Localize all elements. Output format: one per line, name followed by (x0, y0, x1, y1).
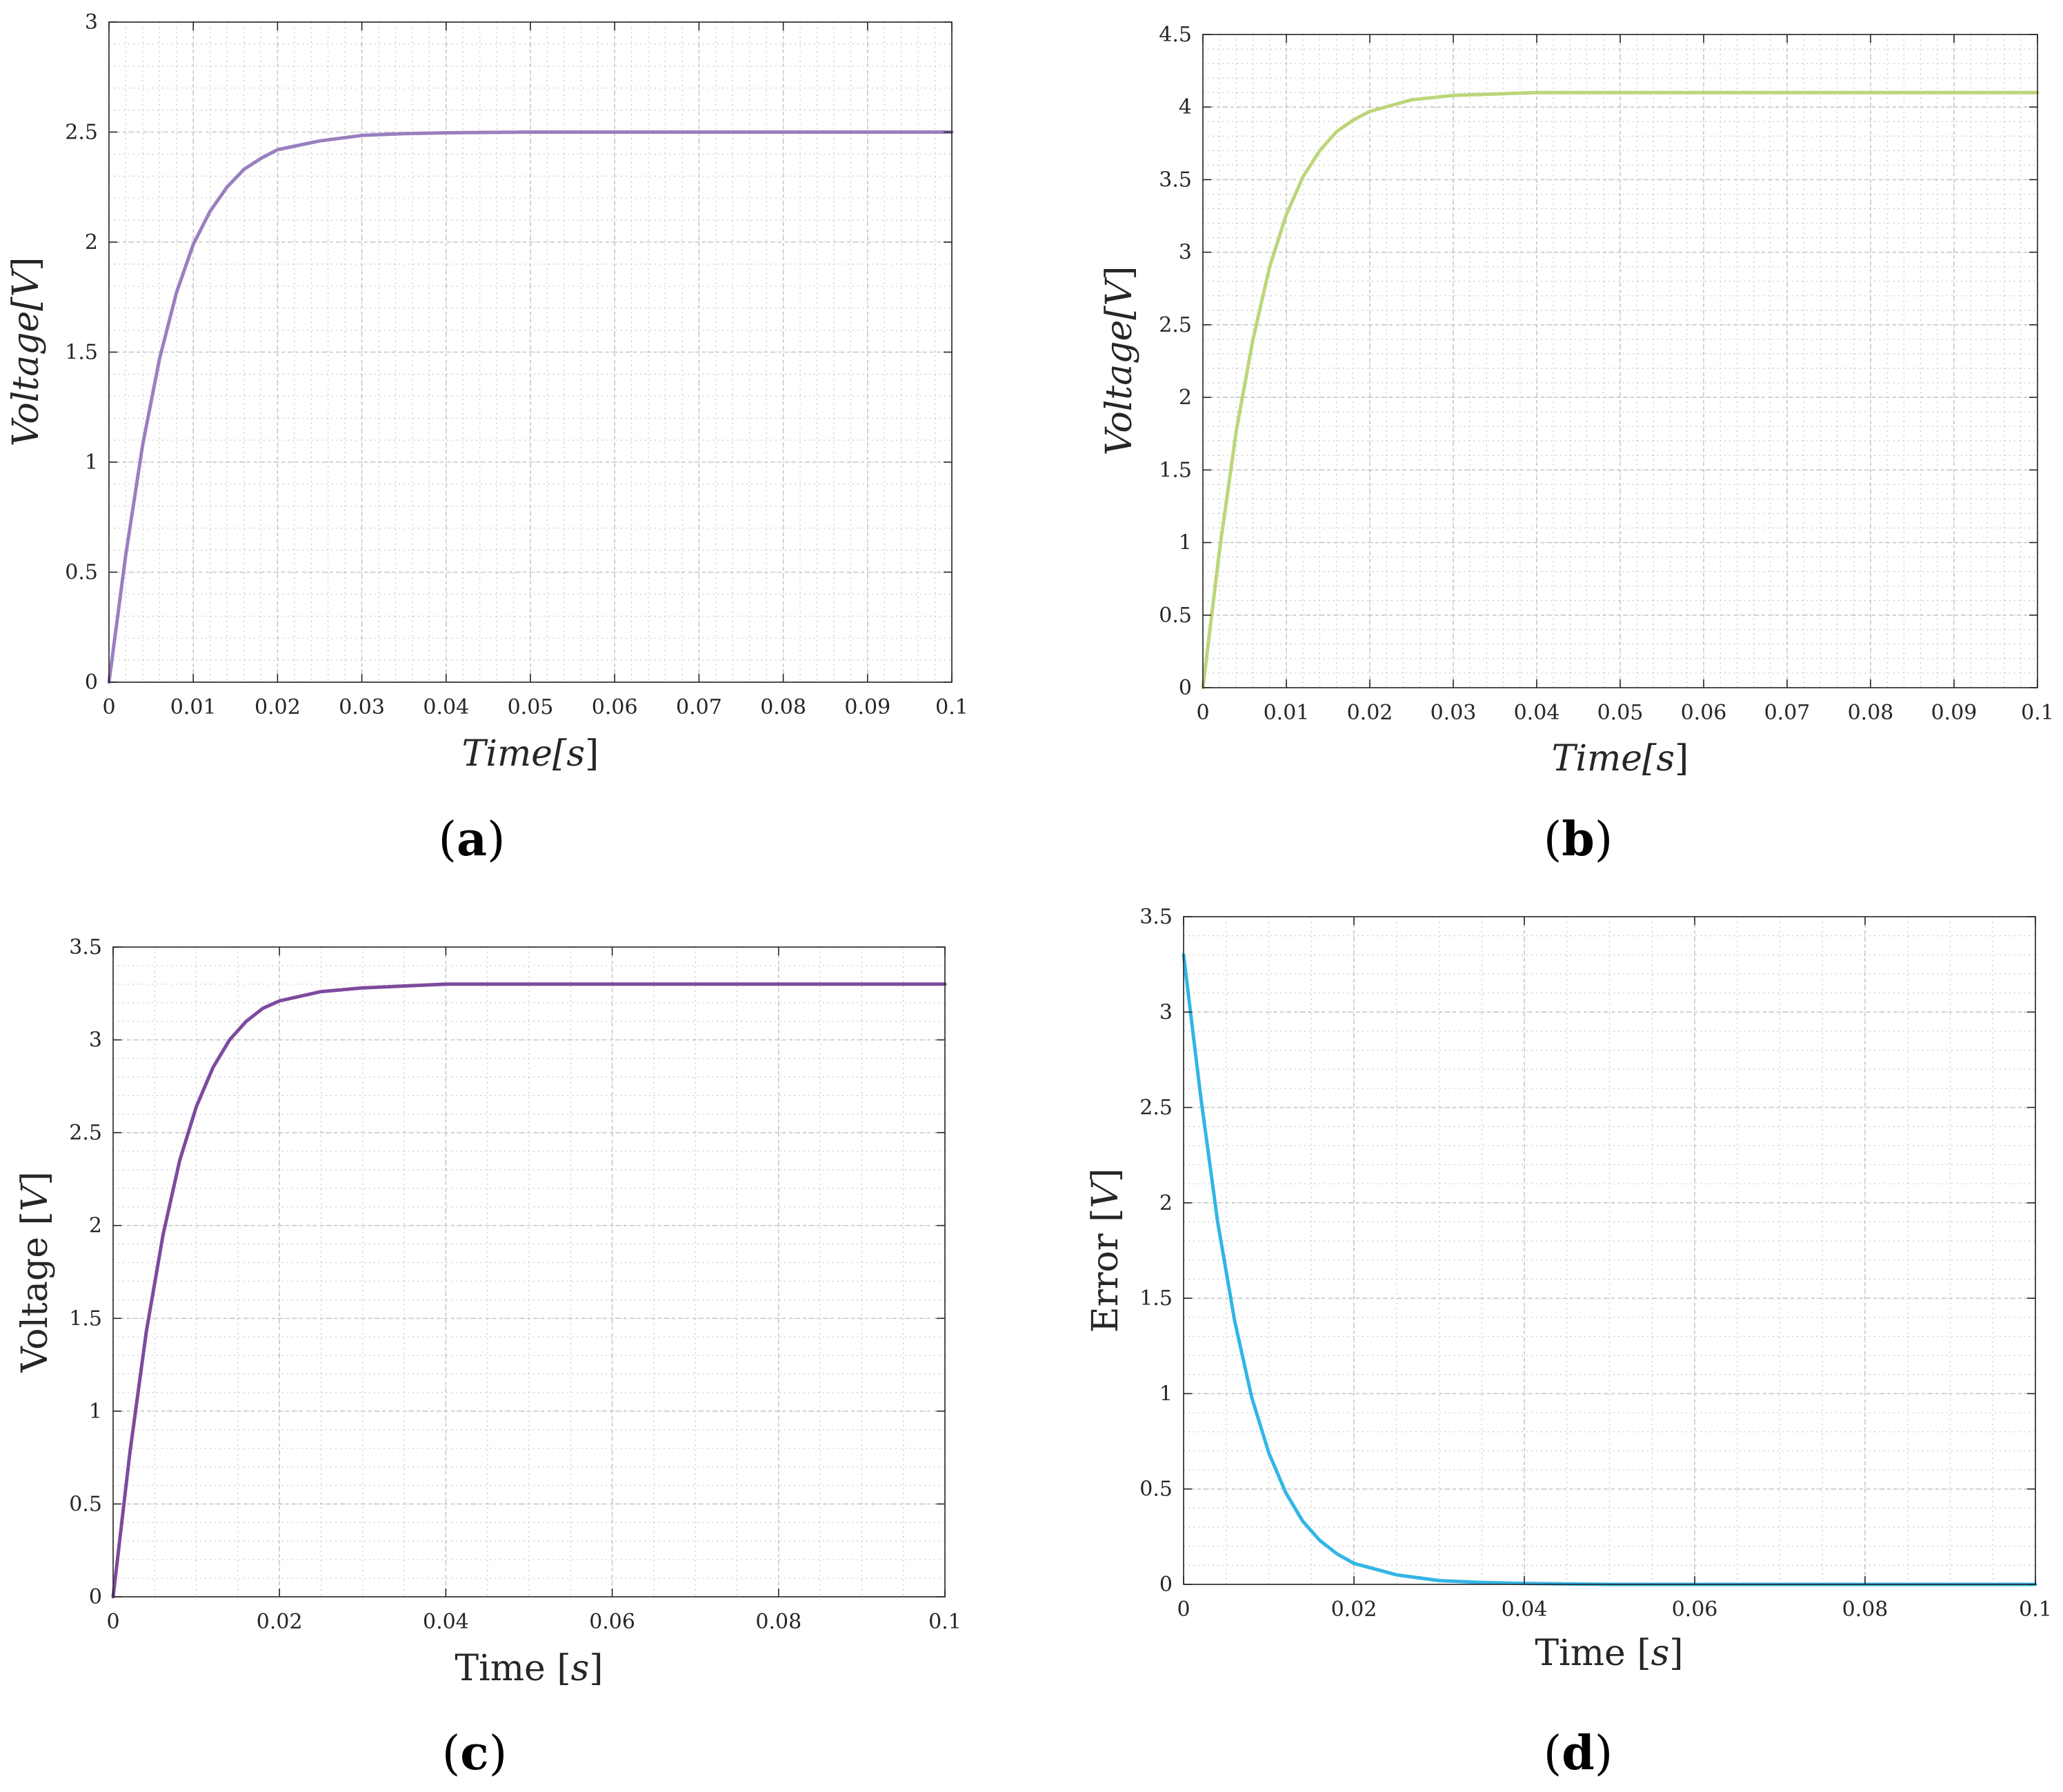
y-tick-label: 0 (85, 670, 98, 695)
x-tick-label: 0.08 (760, 695, 806, 719)
y-tick-label: 1.5 (1159, 458, 1192, 482)
axes-box (112, 946, 946, 1597)
chart-panel-a: 0 0.01 0.02 0.03 0.04 0.05 0.06 0.07 0.08 0.09 0.1… (6, 10, 968, 867)
panel-caption: (c) (442, 1726, 507, 1781)
x-tick-label: 0.02 (1347, 701, 1393, 725)
x-tick-label: 0.05 (1597, 701, 1644, 725)
y-tick-label: 1.5 (1139, 1286, 1173, 1311)
y-tick-label: 0 (1159, 1573, 1173, 1597)
y-tick-label: 1.5 (65, 341, 98, 365)
y-tick-label: 2 (1159, 1191, 1173, 1215)
y-tick-label: 1 (89, 1400, 102, 1424)
y-axis-label: Error [V] (1085, 1168, 1126, 1333)
y-axis-label: Voltage [V] (14, 1171, 56, 1373)
series-line-voltage (111, 982, 947, 1599)
y-tick-label: 0.5 (1159, 604, 1192, 628)
x-tick-label: 0 (106, 1610, 119, 1634)
x-axis-label: Time [s] (1535, 1633, 1683, 1674)
y-tick-label: 2.5 (69, 1121, 102, 1145)
x-tick-label: 0.04 (1514, 701, 1560, 725)
x-tick-label: 0.1 (2021, 701, 2054, 725)
x-tick-label: 0.02 (1331, 1597, 1377, 1622)
y-tick-label: 1.5 (69, 1306, 102, 1331)
y-tick-label: 4.5 (1159, 23, 1192, 47)
y-tick-label: 0.5 (1139, 1477, 1173, 1502)
x-axis-label: Time[s] (1552, 738, 1689, 779)
x-tick-label: 0.04 (423, 1610, 469, 1634)
x-axis-label: Time [s] (455, 1648, 603, 1689)
x-tick-label: 0.09 (844, 695, 890, 719)
x-tick-label: 0.1 (2019, 1597, 2052, 1622)
y-tick-label: 0 (1179, 676, 1192, 700)
panel-caption: (a) (438, 812, 505, 867)
y-tick-label: 3.5 (1159, 168, 1192, 192)
x-tick-label: 0 (1196, 701, 1209, 725)
y-tick-label: 2 (1179, 386, 1192, 410)
x-tick-label: 0.01 (1264, 701, 1310, 725)
y-tick-label: 3 (1179, 241, 1192, 265)
y-tick-label: 3 (85, 10, 98, 34)
x-tick-label: 0.06 (592, 695, 638, 719)
x-tick-label: 0.01 (170, 695, 217, 719)
y-tick-label: 3 (89, 1028, 102, 1053)
y-tick-label: 0 (89, 1585, 102, 1609)
x-tick-label: 0.05 (508, 695, 554, 719)
y-tick-label: 3.5 (1139, 905, 1173, 929)
y-tick-label: 2.5 (1159, 313, 1192, 337)
x-axis-label: Time[s] (462, 733, 599, 775)
panel-caption: (b) (1544, 812, 1613, 867)
x-tick-label: 0.06 (1681, 701, 1727, 725)
x-tick-label: 0.07 (676, 695, 722, 719)
y-tick-label: 3.5 (69, 935, 102, 959)
y-tick-label: 3 (1159, 1000, 1173, 1024)
x-tick-label: 0.1 (928, 1610, 961, 1634)
chart-panel-c: 0 0.02 0.04 0.06 0.08 0.1 0 0.5 1 1.5 2 2.5 3 3.5 Time… (14, 935, 961, 1781)
x-tick-label: 0.04 (423, 695, 469, 719)
x-tick-label: 0.03 (1431, 701, 1477, 725)
y-axis-label: Voltage[V] (6, 257, 47, 447)
panel-caption: (d) (1544, 1726, 1613, 1781)
x-tick-label: 0 (1177, 1597, 1190, 1622)
chart-panel-b: 0 0.01 0.02 0.03 0.04 0.05 0.06 0.07 0.08 0.09 0.1… (1099, 23, 2054, 867)
chart-panel-d: 0 0.02 0.04 0.06 0.08 0.1 0 0.5 1 1.5 2 2.5 3 3.5 Time… (1085, 905, 2052, 1781)
y-tick-label: 4 (1179, 95, 1192, 119)
y-tick-label: 2 (89, 1214, 102, 1238)
y-tick-label: 1 (1179, 531, 1192, 555)
x-tick-label: 0.09 (1931, 701, 1977, 725)
x-tick-label: 0.08 (1848, 701, 1894, 725)
x-tick-label: 0.08 (1842, 1597, 1888, 1622)
x-tick-label: 0.06 (589, 1610, 635, 1634)
y-tick-label: 0.5 (65, 561, 98, 585)
x-tick-label: 0.08 (755, 1610, 801, 1634)
minor-grid (1203, 34, 2037, 688)
axes-box (1183, 916, 2036, 1585)
y-tick-label: 2.5 (65, 121, 98, 145)
x-tick-label: 0.02 (257, 1610, 303, 1634)
series-line-voltage (107, 130, 954, 684)
x-tick-label: 0.1 (935, 695, 968, 719)
x-tick-label: 0 (102, 695, 115, 719)
y-tick-label: 1 (1159, 1382, 1173, 1406)
y-tick-label: 2.5 (1139, 1096, 1173, 1120)
x-tick-label: 0.04 (1502, 1597, 1548, 1622)
y-axis-label: Voltage[V] (1099, 266, 1140, 456)
x-tick-label: 0.07 (1764, 701, 1811, 725)
x-tick-label: 0.06 (1672, 1597, 1718, 1622)
x-tick-label: 0.02 (255, 695, 301, 719)
y-tick-label: 0.5 (69, 1492, 102, 1516)
y-tick-label: 2 (85, 230, 98, 255)
y-tick-label: 1 (85, 450, 98, 475)
series-line-voltage (1201, 90, 2040, 690)
x-tick-label: 0.03 (339, 695, 385, 719)
